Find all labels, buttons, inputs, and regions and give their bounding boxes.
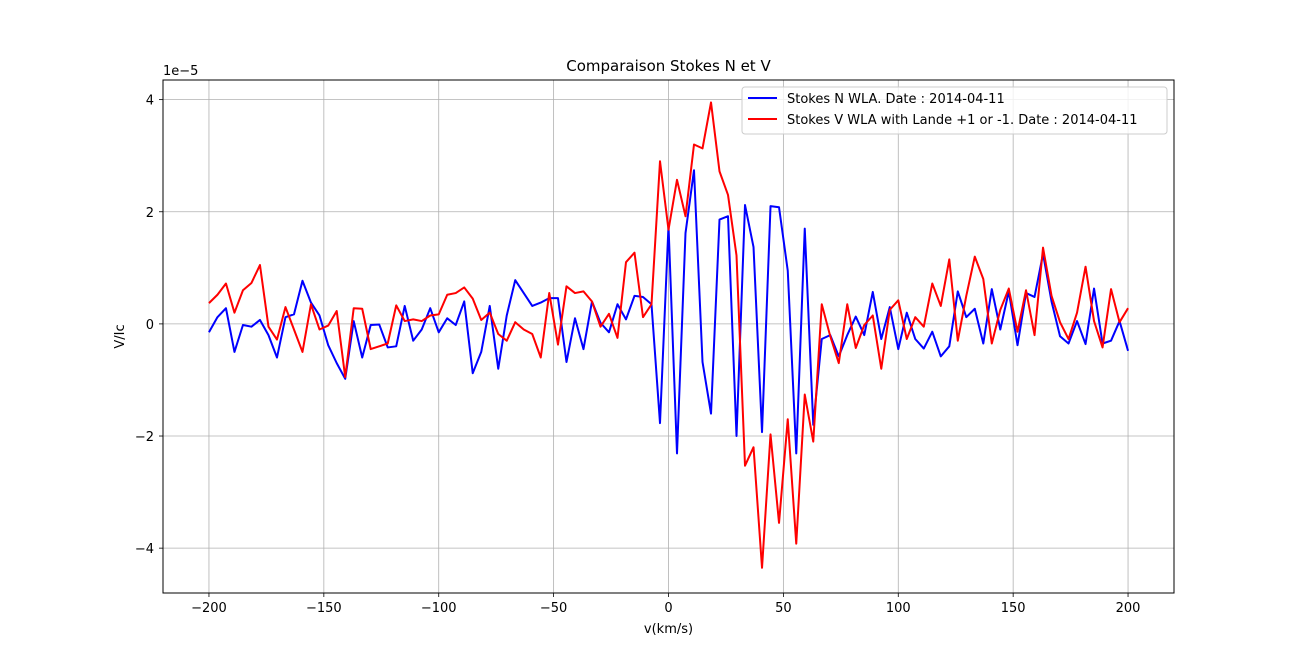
series-line-stokes-v bbox=[208, 101, 1129, 569]
legend-label-stokes-n: Stokes N WLA. Date : 2014-04-11 bbox=[787, 92, 1005, 107]
y-axis-offset-label: 1e−5 bbox=[163, 64, 198, 79]
y-tick-label: 0 bbox=[146, 318, 154, 333]
y-tick-label: −2 bbox=[135, 430, 154, 445]
grid bbox=[163, 80, 1174, 593]
x-tick-label: 50 bbox=[775, 601, 792, 616]
x-tick-label: −100 bbox=[421, 601, 457, 616]
chart-title: Comparaison Stokes N et V bbox=[566, 57, 771, 75]
x-tick-label: 100 bbox=[886, 601, 911, 616]
y-axis-label: V/Ic bbox=[113, 324, 128, 348]
legend: Stokes N WLA. Date : 2014-04-11 Stokes V… bbox=[741, 86, 1168, 135]
x-tick-label: −150 bbox=[306, 601, 342, 616]
y-axis: −4 −2 0 2 4 bbox=[135, 94, 163, 557]
x-tick-label: 0 bbox=[664, 601, 672, 616]
legend-label-stokes-v: Stokes V WLA with Lande +1 or -1. Date :… bbox=[787, 113, 1137, 128]
y-tick-label: 4 bbox=[146, 94, 154, 109]
x-tick-label: −50 bbox=[540, 601, 567, 616]
legend-box bbox=[741, 86, 1168, 135]
y-tick-label: −4 bbox=[135, 542, 154, 557]
x-tick-label: 150 bbox=[1001, 601, 1026, 616]
x-axis: −200 −150 −100 −50 0 50 100 150 200 bbox=[191, 593, 1140, 616]
y-tick-label: 2 bbox=[146, 206, 154, 221]
plot-series-group bbox=[208, 101, 1130, 569]
x-axis-label: v(km/s) bbox=[644, 622, 693, 637]
x-tick-label: 200 bbox=[1116, 601, 1141, 616]
x-tick-label: −200 bbox=[191, 601, 227, 616]
